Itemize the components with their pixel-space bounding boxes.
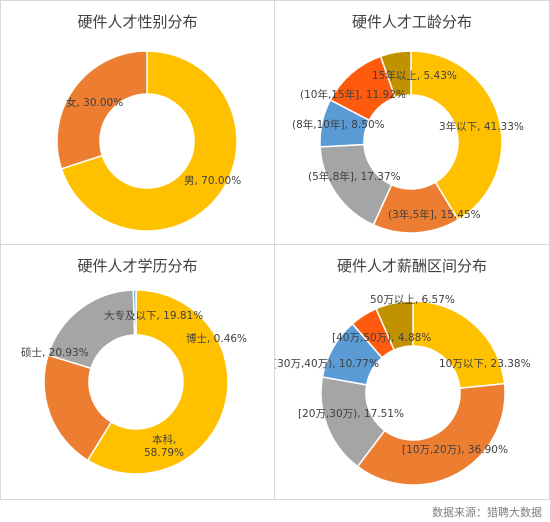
donut-chart-salary: 10万以下, 23.38% [10万,20万), 36.90% [20万,30万),… [275, 294, 531, 486]
data-label: 15年以上, 5.43% [372, 69, 457, 82]
data-label: (10年,15年], 11.92% [300, 88, 406, 101]
chart-panel-gender: 硬件人才性别分布 男, 70.00% 女, 30.00% [0, 0, 275, 245]
data-label: [30万,40万), 10.77% [275, 358, 379, 370]
donut-chart-tenure: 3年以下, 41.33% (3年,5年], 15.45% (5年,8年], 17.3… [292, 50, 524, 234]
chart-panel-tenure: 硬件人才工龄分布 3年以下, 41.33% (3年,5年], 15.45% (5年,… [274, 0, 550, 245]
donut-chart-education: 本科,58.79% 硕士, 20.93% 大专及以下, 19.81% 博士, 0.46… [21, 289, 247, 475]
slice-(10万,20万) [356, 382, 506, 486]
donut-chart-gender: 男, 70.00% 女, 30.00% [56, 50, 241, 232]
data-label: 女, 30.00% [66, 96, 123, 109]
data-label: 男, 70.00% [184, 175, 241, 187]
slice-15年以上 [379, 50, 412, 99]
data-label: (8年,10年], 8.50% [292, 118, 385, 131]
data-label: 硕士, 20.93% [21, 346, 89, 359]
slice-男 [60, 50, 238, 232]
chart-title: 硬件人才薪酬区间分布 [336, 257, 487, 275]
slice-硕士 [43, 354, 113, 462]
chart-title: 硬件人才性别分布 [77, 13, 198, 31]
data-label: [40万,50万), 4.88% [332, 332, 431, 344]
chart-title: 硬件人才学历分布 [77, 257, 198, 275]
slice-10万以下 [412, 300, 506, 390]
data-label: 58.79% [144, 447, 184, 459]
slice-女 [56, 50, 148, 170]
data-label: 博士, 0.46% [186, 332, 247, 345]
slice-3年以下 [410, 50, 503, 221]
data-label: (5年,8年], 17.37% [308, 170, 401, 183]
slice-本科 [86, 289, 229, 475]
data-label: 50万以上, 6.57% [370, 294, 455, 306]
slice-50万以上 [375, 300, 414, 351]
data-label: (3年,5年], 15.45% [388, 208, 481, 221]
data-label: 3年以下, 41.33% [439, 120, 524, 133]
data-label: [10万,20万), 36.90% [402, 444, 508, 456]
chart-panel-salary: 硬件人才薪酬区间分布 10万以下, 23.38% [10万,20万), 36.90… [274, 244, 550, 500]
data-label: 10万以下, 23.38% [439, 358, 531, 370]
data-label: [20万,30万), 17.51% [298, 408, 404, 420]
chart-panel-education: 硬件人才学历分布 本科, 58.79% 硕士, 20.93% 大专及以下, 19.81… [0, 244, 275, 500]
source-footnote: 数据来源：猎聘大数据 [432, 506, 542, 519]
slice-博士 [132, 289, 137, 336]
data-label: 本科, [152, 433, 176, 446]
chart-title: 硬件人才工龄分布 [351, 13, 472, 31]
data-label: 大专及以下, 19.81% [104, 309, 203, 322]
